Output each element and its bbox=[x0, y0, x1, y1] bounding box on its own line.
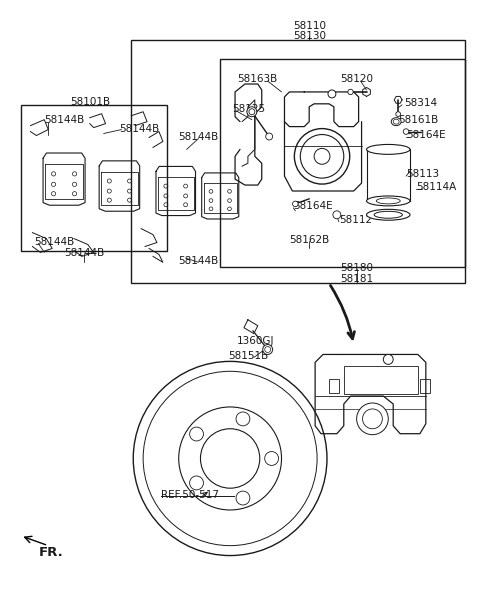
Circle shape bbox=[266, 133, 273, 140]
Text: 58144B: 58144B bbox=[64, 248, 104, 259]
Text: 58163B: 58163B bbox=[238, 74, 278, 84]
Text: 58161B: 58161B bbox=[398, 114, 438, 125]
Text: 58144B: 58144B bbox=[179, 132, 218, 142]
Circle shape bbox=[293, 201, 298, 206]
Text: 58162B: 58162B bbox=[289, 235, 329, 244]
Circle shape bbox=[403, 129, 409, 135]
Circle shape bbox=[348, 90, 353, 95]
Bar bbox=[420, 379, 430, 393]
Text: 58130: 58130 bbox=[293, 30, 326, 40]
Text: 58144B: 58144B bbox=[44, 114, 84, 125]
Bar bbox=[131, 40, 466, 283]
Text: 58114A: 58114A bbox=[416, 182, 456, 192]
Text: 58101B: 58101B bbox=[70, 97, 110, 107]
Circle shape bbox=[190, 427, 204, 441]
Text: 58180: 58180 bbox=[340, 263, 373, 273]
Bar bbox=[344, 366, 418, 394]
Circle shape bbox=[247, 107, 257, 117]
Ellipse shape bbox=[391, 117, 401, 126]
Circle shape bbox=[263, 345, 273, 355]
Text: 58110: 58110 bbox=[293, 21, 326, 31]
Text: 1360GJ: 1360GJ bbox=[237, 336, 275, 346]
Circle shape bbox=[328, 90, 336, 98]
Circle shape bbox=[264, 451, 278, 466]
Circle shape bbox=[294, 129, 350, 184]
Bar bbox=[220, 59, 466, 267]
Text: 58164E: 58164E bbox=[406, 130, 446, 139]
Circle shape bbox=[236, 491, 250, 505]
Circle shape bbox=[396, 111, 400, 116]
Text: 58144B: 58144B bbox=[179, 256, 218, 266]
Text: 58120: 58120 bbox=[340, 74, 373, 84]
Text: FR.: FR. bbox=[38, 546, 63, 559]
Circle shape bbox=[384, 355, 393, 364]
Ellipse shape bbox=[367, 145, 410, 154]
Text: 58314: 58314 bbox=[404, 98, 437, 108]
Ellipse shape bbox=[367, 196, 410, 206]
Ellipse shape bbox=[367, 209, 410, 220]
Text: 58112: 58112 bbox=[339, 215, 372, 225]
Text: 58151B: 58151B bbox=[228, 352, 268, 362]
Text: 58144B: 58144B bbox=[120, 123, 160, 133]
Circle shape bbox=[236, 412, 250, 426]
Bar bbox=[367, 149, 410, 201]
Circle shape bbox=[333, 211, 341, 219]
Text: 58125: 58125 bbox=[232, 104, 265, 114]
Circle shape bbox=[190, 476, 204, 490]
Circle shape bbox=[133, 361, 327, 556]
Bar bbox=[21, 105, 167, 251]
Text: 58113: 58113 bbox=[406, 169, 439, 179]
Text: 58164E: 58164E bbox=[293, 201, 333, 211]
Text: 58181: 58181 bbox=[340, 274, 373, 284]
Bar bbox=[329, 379, 339, 393]
Text: 58144B: 58144B bbox=[35, 237, 75, 247]
Circle shape bbox=[357, 403, 388, 435]
Text: REF.50-517: REF.50-517 bbox=[161, 490, 219, 500]
